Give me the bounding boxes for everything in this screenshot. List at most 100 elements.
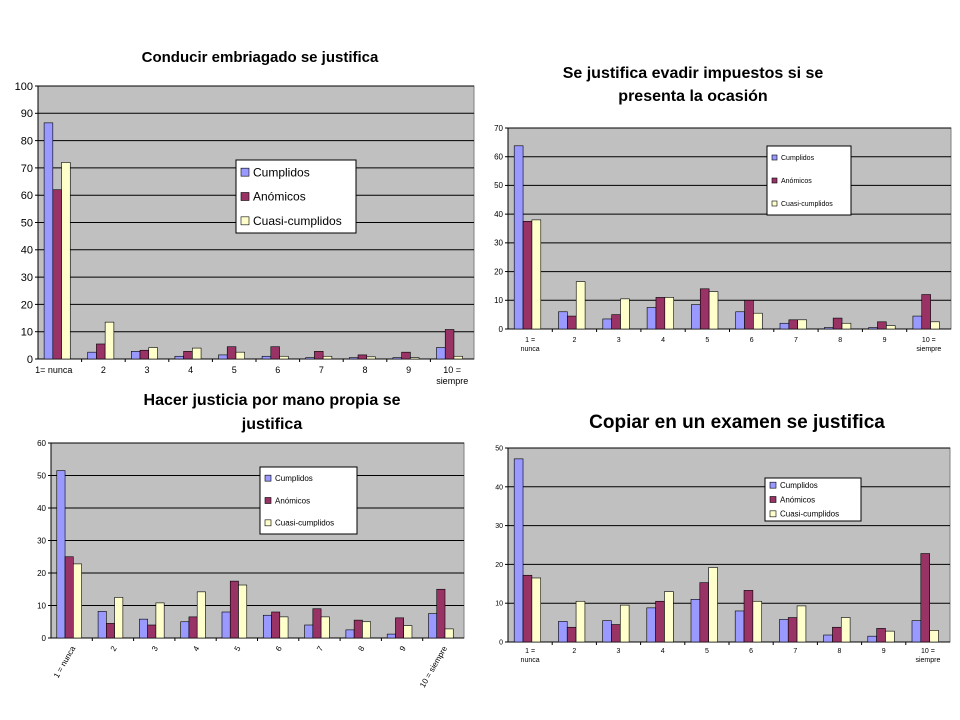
x-tick-label: 1 = nunca (521, 648, 540, 664)
legend-label: Cumplidos (780, 481, 818, 490)
bar-1 (392, 357, 402, 360)
y-tick-label: 30 (37, 536, 46, 545)
x-tick-label: 7 (319, 365, 324, 375)
x-tick-label: 10 = siempre (916, 337, 941, 353)
bar-2 (876, 628, 886, 643)
bar-1 (305, 357, 315, 360)
bar-3 (320, 616, 330, 639)
bar-2 (139, 349, 150, 360)
bar-2 (832, 626, 842, 643)
legend-label: Cuasi-cumplidos (781, 201, 833, 208)
y-tick-label: 50 (21, 217, 33, 229)
y-tick-label: 60 (494, 153, 503, 162)
bar-3 (196, 591, 206, 639)
bar-3 (322, 355, 333, 360)
chart-title-line: presenta la ocasión (618, 88, 767, 105)
y-tick-label: 30 (494, 239, 503, 248)
bar-3 (708, 567, 718, 643)
bar-1 (513, 458, 524, 643)
x-tick-label: 5 (705, 337, 709, 344)
bar-1 (262, 614, 272, 639)
bar-2 (522, 574, 533, 643)
y-tick-label: 60 (21, 190, 33, 202)
legend-swatch (240, 167, 250, 177)
bar-1 (180, 621, 190, 639)
bar-2 (226, 346, 237, 360)
chart-title-line: Copiar en un examen se justifica (589, 412, 885, 433)
y-tick-label: 0 (42, 634, 47, 643)
bar-2 (744, 299, 754, 330)
x-tick-label: 8 (838, 648, 842, 655)
bar-1 (911, 620, 922, 643)
bar-3 (753, 312, 763, 330)
bar-2 (522, 221, 533, 330)
y-tick-label: 70 (494, 124, 503, 133)
bar-1 (868, 327, 878, 330)
legend-box (259, 466, 358, 535)
y-tick-label: 90 (21, 108, 33, 120)
x-tick-label: 6 (274, 644, 284, 653)
bar-3 (238, 584, 248, 639)
x-tick-label: 5 (705, 648, 709, 655)
bar-1 (867, 635, 877, 643)
y-tick-label: 40 (494, 210, 503, 219)
legend-label: Cumplidos (275, 474, 313, 483)
legend-swatch (769, 496, 777, 503)
bar-1 (734, 610, 745, 643)
bar-2 (188, 616, 198, 639)
bar-3 (403, 625, 413, 639)
bar-1 (87, 351, 97, 360)
bar-3 (575, 600, 586, 643)
legend-label: Cuasi-cumplidos (253, 214, 342, 228)
x-tick-label: 6 (750, 337, 754, 344)
x-tick-label: 2 (109, 644, 119, 653)
x-tick-label: 9 (882, 648, 886, 655)
bar-3 (410, 357, 420, 360)
x-tick-label: 1= nunca (35, 365, 72, 375)
bar-2 (64, 556, 74, 639)
y-tick-label: 40 (21, 245, 33, 257)
bar-1 (779, 322, 790, 330)
legend-box (766, 145, 852, 216)
x-tick-label: 10 = siempre (915, 648, 940, 664)
y-tick-label: 40 (37, 504, 46, 513)
bar-2 (436, 588, 446, 639)
y-tick-label: 50 (494, 181, 503, 190)
chart-1: Conducir embriagado se justifica 0 10 20 30 4… (15, 49, 475, 386)
bar-2 (401, 351, 411, 360)
bar-2 (314, 351, 324, 360)
legend-label: Cuasi-cumplidos (275, 519, 334, 528)
x-tick-label: 9 (398, 644, 408, 653)
bar-2 (567, 315, 577, 330)
bar-1 (218, 354, 228, 360)
x-tick-label: 10 = siempre (436, 365, 468, 386)
legend-label: Cumplidos (781, 155, 815, 162)
legend-swatch (264, 497, 272, 504)
bar-1 (139, 618, 148, 639)
bar-2 (270, 346, 280, 360)
chart-title-line: justifica (241, 416, 303, 433)
x-tick-label: 2 (572, 648, 576, 655)
y-tick-label: 30 (495, 523, 503, 530)
bar-3 (531, 577, 542, 643)
legend-label: Cuasi-cumplidos (780, 510, 839, 519)
y-tick-label: 20 (21, 299, 33, 311)
bar-3 (840, 617, 851, 643)
bar-1 (436, 347, 446, 360)
x-tick-label: 8 (362, 365, 367, 375)
bar-1 (304, 624, 314, 639)
bar-1 (221, 611, 231, 639)
bar-2 (106, 623, 115, 639)
bar-1 (690, 599, 701, 643)
bar-3 (235, 351, 245, 360)
y-tick-label: 30 (21, 272, 33, 284)
bar-2 (357, 354, 368, 360)
bar-3 (73, 563, 82, 639)
x-tick-label: 3 (617, 648, 621, 655)
bar-1 (691, 304, 701, 330)
bar-3 (104, 321, 115, 360)
y-tick-label: 50 (37, 471, 46, 480)
chart-title-line: Se justifica evadir impuestos si se (563, 65, 824, 82)
x-tick-label: 9 (883, 337, 887, 344)
